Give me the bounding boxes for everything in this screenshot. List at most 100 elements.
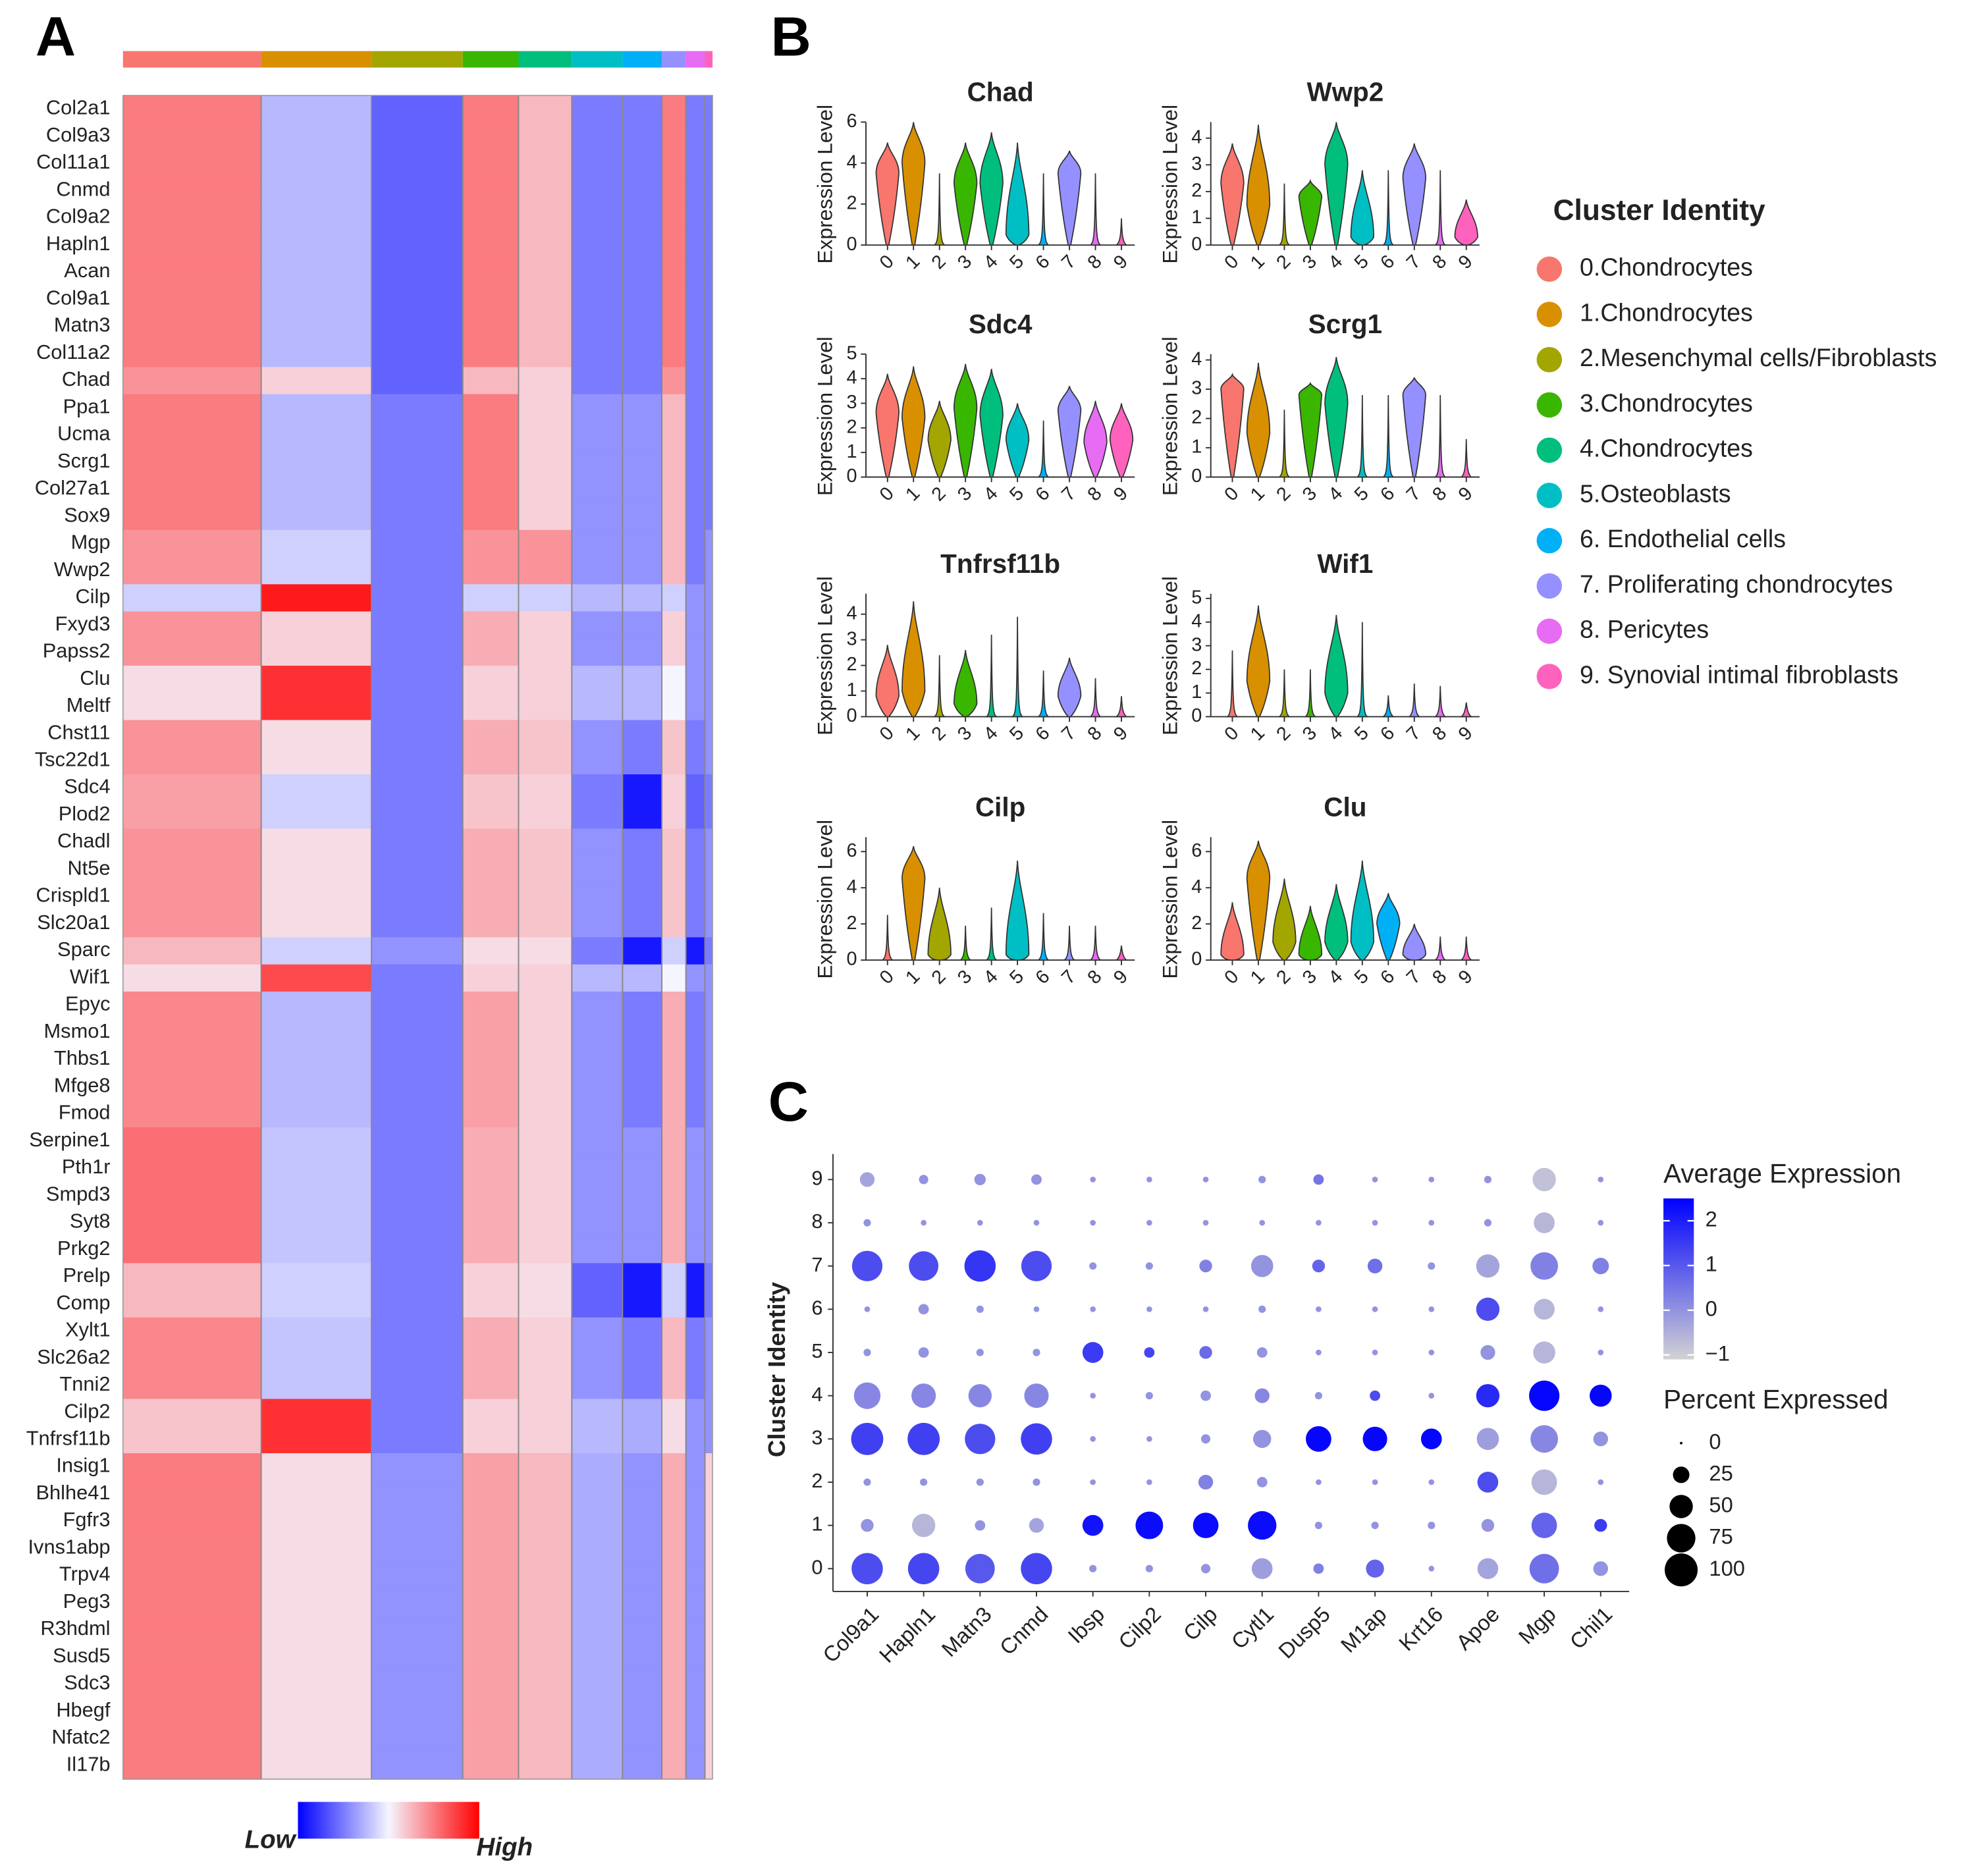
dot (1428, 1479, 1435, 1485)
heat-cell (662, 1100, 686, 1129)
heat-cell (371, 1263, 463, 1291)
heat-cell (261, 611, 372, 639)
heat-cell (685, 1181, 705, 1210)
heat-cell (122, 1752, 261, 1780)
gene-label: Cnmd (56, 177, 110, 200)
x-tick-label: Matn3 (936, 1602, 996, 1661)
heat-cell (122, 638, 261, 666)
heat-cell (685, 991, 705, 1020)
heat-cell (518, 720, 572, 748)
legend-label: 8. Pericytes (1580, 616, 1709, 643)
heat-cell (685, 611, 705, 639)
heat-cell (705, 95, 713, 124)
heat-cell (572, 1073, 623, 1101)
dot (909, 1251, 939, 1281)
heat-cell (622, 285, 662, 313)
heat-cell (261, 910, 372, 938)
heat-cell (261, 1725, 372, 1753)
heat-cell (622, 176, 662, 205)
y-tick-label: 2 (811, 1469, 822, 1492)
gene-label: Pth1r (62, 1155, 111, 1178)
heat-cell (622, 638, 662, 666)
heat-cell (705, 1208, 713, 1237)
heat-cell (462, 801, 519, 830)
heat-cell (261, 122, 372, 151)
heat-cell (371, 1698, 463, 1726)
heat-cell (685, 1725, 705, 1753)
heat-cell (572, 774, 623, 803)
heat-cell (518, 1100, 572, 1129)
violin-title: Sdc4 (969, 309, 1033, 339)
heat-cell (685, 285, 705, 313)
heat-cell (572, 1154, 623, 1183)
heat-cell (572, 312, 623, 341)
heat-cell (462, 502, 519, 531)
x-tick-label: Apoe (1451, 1602, 1504, 1655)
violin (1433, 394, 1447, 478)
y-tick-label: 3 (1191, 378, 1202, 399)
dot (1372, 1479, 1378, 1485)
violin (1088, 173, 1103, 246)
x-tick-label: 4 (1324, 722, 1347, 745)
heat-cell (261, 937, 372, 965)
dot (1533, 1341, 1555, 1364)
heat-cell (261, 1453, 372, 1482)
heat-cell (122, 203, 261, 232)
x-tick-label: 9 (1455, 483, 1477, 506)
heat-cell (462, 95, 519, 124)
heat-cell (572, 882, 623, 911)
gene-label: Col9a2 (46, 205, 111, 228)
heat-cell (462, 367, 519, 395)
heat-cell (261, 964, 372, 992)
dot (974, 1173, 986, 1186)
heat-cell (662, 1345, 686, 1373)
heat-cell (371, 1561, 463, 1590)
heat-cell (261, 1670, 372, 1699)
violin (1220, 902, 1245, 961)
heat-cell (572, 1019, 623, 1047)
violin (875, 645, 900, 718)
heat-cell (122, 855, 261, 884)
heat-cell (462, 1670, 519, 1699)
heat-cell (685, 1507, 705, 1536)
heat-cell (371, 1127, 463, 1156)
heat-cell (371, 421, 463, 450)
heat-cell (685, 1019, 705, 1047)
heat-cell (705, 1399, 713, 1427)
violin (875, 373, 900, 478)
x-tick-label: 0 (876, 483, 898, 506)
heat-cell (662, 258, 686, 286)
heat-cell (261, 1426, 372, 1454)
heat-cell (622, 611, 662, 639)
x-tick-label: 3 (1299, 251, 1321, 273)
heat-cell (685, 937, 705, 965)
dot (1033, 1219, 1040, 1226)
dot (1372, 1306, 1378, 1312)
heat-cell (662, 312, 686, 341)
heat-cell (685, 882, 705, 911)
heat-cell (371, 991, 463, 1020)
y-axis-label: Expression Level (1158, 576, 1181, 735)
x-tick-label: 4 (980, 483, 1002, 506)
colorbar-label: 0 (1706, 1297, 1717, 1321)
heat-cell (371, 1181, 463, 1210)
x-tick-label: 7 (1403, 722, 1425, 745)
heat-cell (518, 1453, 572, 1482)
size-key (1667, 1524, 1696, 1553)
heat-cell (685, 231, 705, 259)
heat-cell (705, 964, 713, 992)
heat-cell (662, 176, 686, 205)
heat-cell (371, 964, 463, 992)
x-tick-label: 2 (928, 483, 950, 506)
heat-cell (685, 666, 705, 694)
panel-label: B (771, 5, 811, 68)
heat-cell (572, 1752, 623, 1780)
violin-title: Cilp (975, 792, 1025, 822)
heat-cell (371, 95, 463, 124)
heat-cell (462, 1100, 519, 1129)
violin (953, 363, 978, 478)
heat-cell (685, 1236, 705, 1264)
heat-cell (662, 1534, 686, 1563)
heat-cell (622, 312, 662, 341)
violin (1114, 218, 1129, 246)
